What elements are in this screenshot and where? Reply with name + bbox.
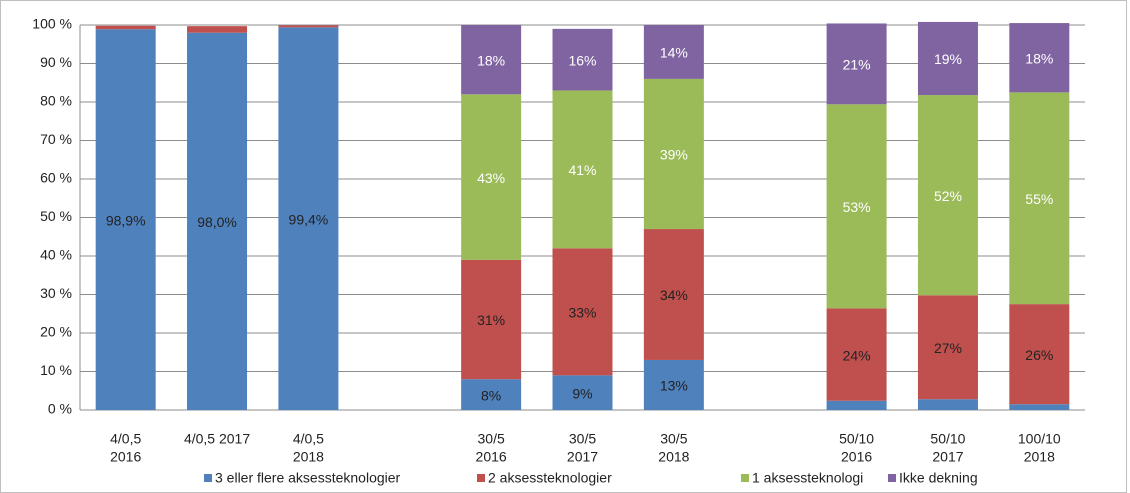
x-tick-label: 30/5 [569,431,596,447]
bar-segment [461,259,522,380]
bar-segment [95,29,156,411]
data-label: 99,4% [289,211,329,227]
bar-segment [1009,92,1070,305]
data-label: 55% [1025,191,1053,207]
y-tick-label: 100 % [32,16,72,32]
legend-label: 1 aksessteknologi [752,470,863,486]
data-label: 34% [660,287,688,303]
y-tick-label: 20 % [40,324,72,340]
data-label: 41% [568,162,596,178]
bar-segment [552,28,613,91]
x-tick-label: 4/0,5 2017 [184,431,250,447]
x-tick-label: 2017 [567,449,598,465]
data-label: 98,9% [106,212,146,228]
x-tick-label: 2018 [658,449,689,465]
bar-segment [917,399,978,410]
data-label: 13% [660,378,688,394]
data-label: 26% [1025,347,1053,363]
legend-swatch [204,474,212,482]
data-label: 52% [934,188,962,204]
data-label: 31% [477,312,505,328]
bar-segment [917,95,978,296]
y-tick-label: 70 % [40,131,72,147]
bar-segment [826,308,887,401]
x-tick-label: 100/10 [1018,431,1061,447]
y-tick-label: 40 % [40,247,72,263]
y-tick-label: 50 % [40,208,72,224]
bar-segment [1009,23,1070,93]
bar-segment [917,295,978,400]
x-tick-label: 4/0,5 [293,431,324,447]
data-label: 33% [568,305,596,321]
x-tick-label: 2016 [476,449,507,465]
data-label: 53% [843,199,871,215]
legend-swatch [741,474,749,482]
bar-segment [552,248,613,376]
data-label: 98,0% [197,214,237,230]
y-tick-label: 0 % [48,401,72,417]
bar-segment [187,32,248,410]
bar-segment [643,78,704,230]
data-label: 39% [660,147,688,163]
data-label: 27% [934,340,962,356]
data-label: 21% [843,57,871,73]
bar-segment [643,25,704,79]
data-label: 19% [934,51,962,67]
bar-segment [461,25,522,95]
data-label: 18% [477,52,505,68]
bar-segment [187,26,248,33]
bar-segment [643,229,704,360]
x-tick-label: 50/10 [930,431,965,447]
x-tick-label: 2017 [932,449,963,465]
x-tick-label: 2016 [841,449,872,465]
bar-segment [552,90,613,249]
bar-segment [1009,404,1070,410]
bar-segment [1009,304,1070,405]
y-tick-label: 30 % [40,285,72,301]
data-label: 24% [843,347,871,363]
bar-segment [278,27,339,411]
bar-segment [643,359,704,410]
legend-label: 2 aksessteknologier [488,470,612,486]
bar-segment [917,21,978,96]
y-tick-label: 80 % [40,93,72,109]
y-tick-label: 10 % [40,362,72,378]
data-label: 43% [477,170,505,186]
bar-segment [826,400,887,410]
legend-label: Ikke dekning [899,470,978,486]
y-tick-label: 60 % [40,170,72,186]
bar-segment [826,23,887,105]
legend-swatch [477,474,485,482]
bar-segment [461,379,522,410]
x-tick-label: 2016 [110,449,141,465]
data-label: 16% [568,52,596,68]
bar-segment [278,25,339,28]
x-tick-label: 30/5 [478,431,505,447]
data-label: 18% [1025,50,1053,66]
bar-segment [826,104,887,309]
data-label: 9% [572,385,592,401]
bar-segment [552,375,613,410]
legend-swatch [888,474,896,482]
x-tick-label: 2018 [293,449,324,465]
x-tick-label: 50/10 [839,431,874,447]
x-tick-label: 30/5 [660,431,687,447]
bar-segment [95,25,156,30]
data-label: 8% [481,387,501,403]
legend-label: 3 eller flere aksessteknologier [215,470,401,486]
data-label: 14% [660,45,688,61]
x-tick-label: 4/0,5 [110,431,141,447]
x-tick-label: 2018 [1024,449,1055,465]
bar-segment [461,94,522,260]
y-tick-label: 90 % [40,54,72,70]
